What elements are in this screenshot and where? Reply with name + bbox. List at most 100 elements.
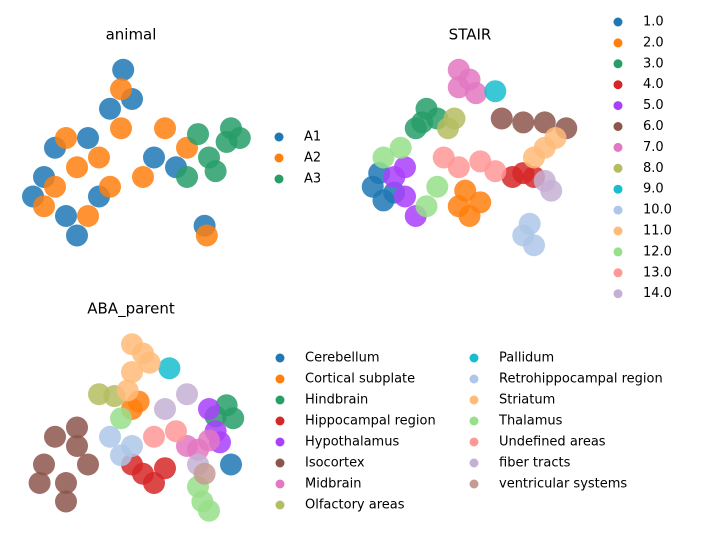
legend-marker (613, 163, 623, 173)
legend-marker (613, 205, 623, 215)
cell-cluster (411, 111, 434, 134)
legend-label: Cerebellum (305, 351, 380, 366)
cell-cluster (88, 146, 110, 169)
cell-cluster (426, 175, 449, 198)
legend-label: ventricular systems (499, 477, 627, 492)
panel-title: STAIR (449, 26, 492, 44)
cell-cluster (158, 357, 181, 380)
legend-marker (613, 17, 623, 27)
cell-cluster (165, 420, 187, 443)
legend-marker (274, 132, 284, 142)
legend-label: A1 (304, 130, 321, 145)
legend-marker (275, 479, 285, 489)
cell-cluster (77, 205, 99, 227)
cell-cluster (512, 111, 535, 134)
cell-cluster (143, 146, 165, 169)
legend-label: Midbrain (305, 477, 362, 492)
legend-marker (613, 247, 623, 257)
cell-cluster (66, 224, 88, 247)
cell-cluster (143, 425, 165, 448)
cell-cluster (193, 462, 216, 485)
legend-marker (469, 416, 479, 426)
cell-cluster (220, 453, 242, 476)
legend-label: Cortical subplate (305, 372, 415, 387)
legend-marker (613, 226, 623, 236)
cell-cluster (116, 379, 139, 402)
cell-cluster (432, 146, 455, 169)
legend-label: Thalamus (498, 414, 563, 429)
cell-cluster (110, 78, 132, 101)
cell-cluster (523, 234, 545, 257)
cell-cluster (518, 212, 541, 235)
cell-cluster (77, 453, 99, 476)
legend-marker (613, 122, 623, 131)
cell-cluster (28, 472, 51, 494)
cell-cluster (110, 407, 132, 430)
cell-cluster (66, 416, 88, 439)
legend-label: A3 (304, 172, 321, 187)
legend-marker (275, 458, 285, 468)
cell-cluster (99, 97, 121, 120)
cell-cluster (204, 160, 227, 183)
legend-label: 6.0 (643, 119, 664, 134)
cell-cluster (222, 407, 245, 430)
cell-cluster (110, 117, 132, 140)
legend-marker (275, 353, 285, 363)
legend-marker (275, 500, 285, 510)
cell-cluster (394, 185, 416, 208)
cell-cluster (198, 499, 220, 522)
cell-cluster (33, 195, 55, 218)
cell-cluster (99, 175, 121, 198)
cell-cluster (77, 127, 99, 149)
legend-marker (275, 437, 285, 447)
cell-cluster (389, 136, 412, 159)
cell-cluster (540, 179, 563, 202)
cell-cluster (454, 179, 477, 202)
cell-cluster (443, 107, 466, 130)
legend-label: 3.0 (643, 56, 664, 71)
legend-marker (275, 416, 285, 426)
legend-label: Hindbrain (305, 393, 368, 408)
legend-label: 11.0 (643, 224, 672, 239)
cell-cluster (55, 205, 77, 227)
panel-title: animal (106, 26, 157, 44)
cell-cluster (187, 123, 209, 146)
cell-cluster (394, 156, 416, 179)
cell-cluster (484, 80, 507, 103)
legend-marker (613, 289, 623, 299)
cell-cluster (154, 457, 176, 480)
legend-marker (613, 268, 623, 278)
legend-marker (274, 174, 284, 184)
cell-cluster (533, 111, 556, 134)
cell-cluster (55, 472, 77, 494)
legend-marker (469, 458, 479, 468)
legend-label: Hypothalamus (305, 435, 399, 450)
legend-label: 13.0 (643, 265, 672, 280)
cell-cluster (112, 58, 135, 81)
legend-marker (469, 479, 479, 489)
legend-marker (469, 437, 479, 447)
cell-cluster (132, 166, 154, 188)
cell-cluster (44, 175, 66, 198)
legend-label: 5.0 (643, 98, 664, 113)
legend-label: Undefined areas (499, 435, 606, 450)
cell-cluster (66, 156, 88, 179)
cell-cluster (447, 76, 470, 99)
cell-cluster (523, 146, 545, 169)
legend-label: 7.0 (643, 140, 664, 155)
cell-cluster (484, 160, 507, 183)
legend-marker (613, 101, 623, 111)
legend-label: 14.0 (643, 286, 672, 301)
cell-cluster (138, 351, 161, 374)
legend-marker (469, 353, 479, 363)
cell-cluster (415, 195, 438, 218)
legend-label: Hippocampal region (305, 414, 436, 429)
legend-marker (274, 153, 284, 163)
legend-label: 2.0 (643, 35, 664, 50)
cell-cluster (99, 425, 121, 448)
cell-cluster (176, 383, 198, 406)
cell-cluster (228, 127, 251, 149)
legend-label: Olfactory areas (305, 498, 405, 513)
cell-cluster (198, 398, 220, 420)
